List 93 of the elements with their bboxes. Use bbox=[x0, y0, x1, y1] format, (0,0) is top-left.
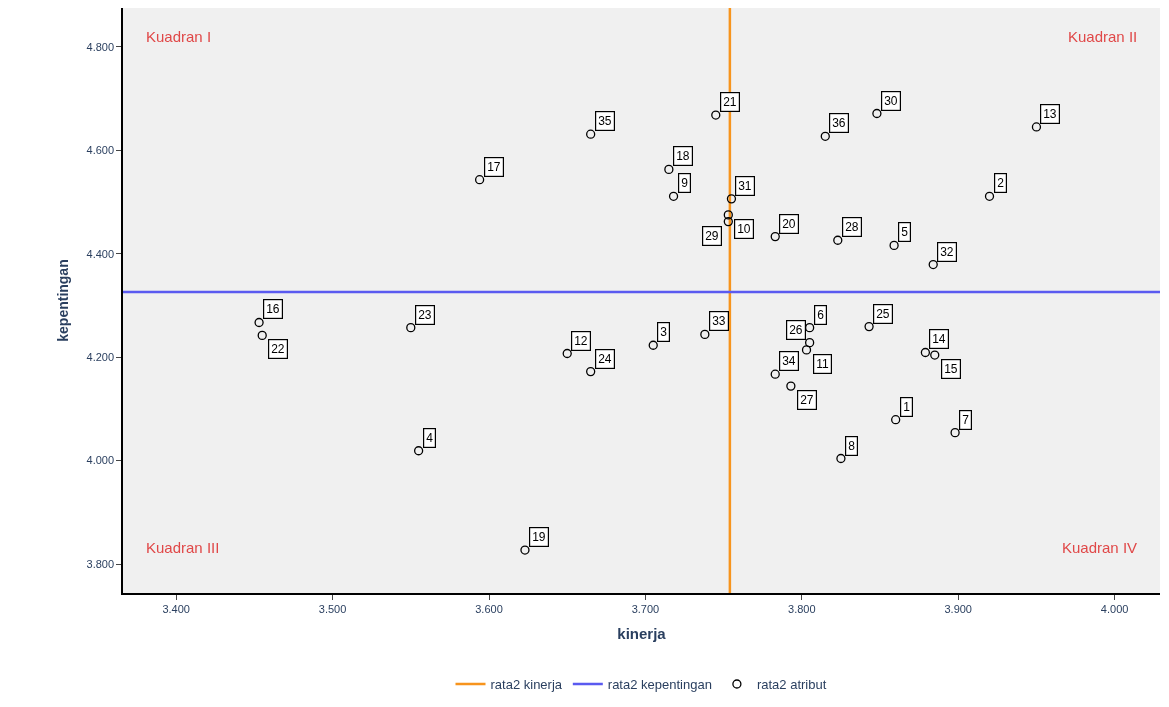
annotation: 24 bbox=[598, 352, 612, 367]
point bbox=[872, 108, 882, 119]
point bbox=[520, 545, 530, 555]
point bbox=[257, 330, 267, 341]
annotation: 31 bbox=[738, 179, 752, 194]
annotation: Kuadran I bbox=[146, 28, 212, 45]
x-tick-label: 3.400 bbox=[162, 602, 190, 615]
y-tick-label: 4.400 bbox=[86, 247, 115, 260]
point bbox=[864, 321, 874, 332]
annotation: 27 bbox=[800, 393, 814, 408]
x-axis-title: kinerja bbox=[617, 625, 667, 643]
point bbox=[950, 428, 960, 438]
annotation: Kuadran III bbox=[146, 539, 220, 556]
point bbox=[586, 129, 596, 139]
legend-label: rata2 kinerja bbox=[490, 677, 563, 693]
point bbox=[930, 350, 940, 360]
point bbox=[723, 216, 733, 227]
annotation: 8 bbox=[848, 439, 856, 454]
point bbox=[1031, 122, 1042, 132]
annotation: 9 bbox=[681, 176, 689, 191]
y-tick-label: 4.000 bbox=[86, 454, 115, 467]
point bbox=[920, 347, 931, 358]
annotation: 26 bbox=[789, 323, 803, 338]
x-tick-label: 3.500 bbox=[318, 602, 347, 615]
annotation: 25 bbox=[876, 307, 890, 322]
annotation: 21 bbox=[723, 95, 737, 110]
annotation: Kuadran IV bbox=[1062, 539, 1138, 556]
annotation: 3 bbox=[660, 325, 668, 340]
point bbox=[726, 194, 737, 204]
annotation: 2 bbox=[997, 176, 1005, 191]
point bbox=[413, 446, 424, 456]
point bbox=[770, 369, 780, 379]
annotation: 7 bbox=[962, 413, 970, 428]
annotation: 23 bbox=[418, 308, 432, 323]
point bbox=[723, 210, 733, 220]
y-tick-label: 4.800 bbox=[86, 40, 115, 53]
x-tick-label: 3.600 bbox=[475, 602, 503, 615]
annotation: 15 bbox=[944, 362, 958, 377]
y-tick-label: 3.800 bbox=[86, 557, 115, 570]
point bbox=[406, 323, 416, 333]
y-axis-title: kepentingan bbox=[54, 259, 71, 342]
point bbox=[891, 415, 901, 425]
legend-label: rata2 atribut bbox=[756, 677, 827, 693]
point bbox=[833, 235, 843, 245]
point bbox=[562, 348, 572, 359]
annotation: 4 bbox=[426, 431, 434, 446]
x-tick-label: 3.900 bbox=[944, 602, 972, 615]
point bbox=[254, 317, 264, 328]
annotation: 36 bbox=[832, 116, 846, 131]
annotation: 14 bbox=[932, 332, 946, 347]
annotation: 29 bbox=[705, 229, 719, 244]
point bbox=[820, 131, 830, 141]
annotation: 18 bbox=[676, 149, 690, 164]
y-tick-label: 4.600 bbox=[86, 144, 115, 157]
annotation: 30 bbox=[884, 94, 898, 109]
annotation: 22 bbox=[271, 342, 285, 357]
point bbox=[984, 191, 995, 201]
annotation: 1 bbox=[903, 400, 911, 415]
annotation: 5 bbox=[901, 225, 909, 240]
point bbox=[804, 338, 815, 348]
annotation: 32 bbox=[940, 245, 954, 260]
annotation: 34 bbox=[782, 354, 796, 369]
point bbox=[664, 164, 674, 175]
x-tick-label: 3.800 bbox=[788, 602, 816, 615]
annotation: 10 bbox=[737, 222, 751, 237]
annotation: 6 bbox=[817, 308, 825, 323]
annotation: 11 bbox=[816, 357, 829, 372]
x-tick-label: 4.000 bbox=[1100, 602, 1129, 615]
annotation: Kuadran II bbox=[1068, 28, 1138, 45]
annotation: 16 bbox=[266, 302, 280, 317]
annotation: 28 bbox=[845, 220, 859, 235]
annotation: 13 bbox=[1043, 107, 1057, 122]
x-tick-label: 3.700 bbox=[631, 602, 660, 615]
point bbox=[801, 345, 812, 355]
point bbox=[836, 453, 846, 464]
point bbox=[889, 240, 899, 251]
annotation: 35 bbox=[598, 114, 612, 129]
point bbox=[711, 110, 721, 120]
annotation: 20 bbox=[782, 217, 796, 232]
point bbox=[770, 231, 780, 242]
point bbox=[586, 366, 596, 377]
annotation: 12 bbox=[574, 334, 588, 349]
legend-label: rata2 kepentingan bbox=[607, 677, 712, 693]
point bbox=[668, 191, 679, 201]
point bbox=[786, 381, 796, 391]
point bbox=[648, 340, 658, 350]
point bbox=[474, 175, 485, 185]
annotation: 17 bbox=[487, 160, 501, 175]
annotation: 19 bbox=[532, 530, 546, 545]
annotation: 33 bbox=[712, 314, 726, 329]
point bbox=[928, 259, 938, 270]
y-tick-label: 4.200 bbox=[86, 350, 115, 363]
point bbox=[700, 329, 710, 340]
